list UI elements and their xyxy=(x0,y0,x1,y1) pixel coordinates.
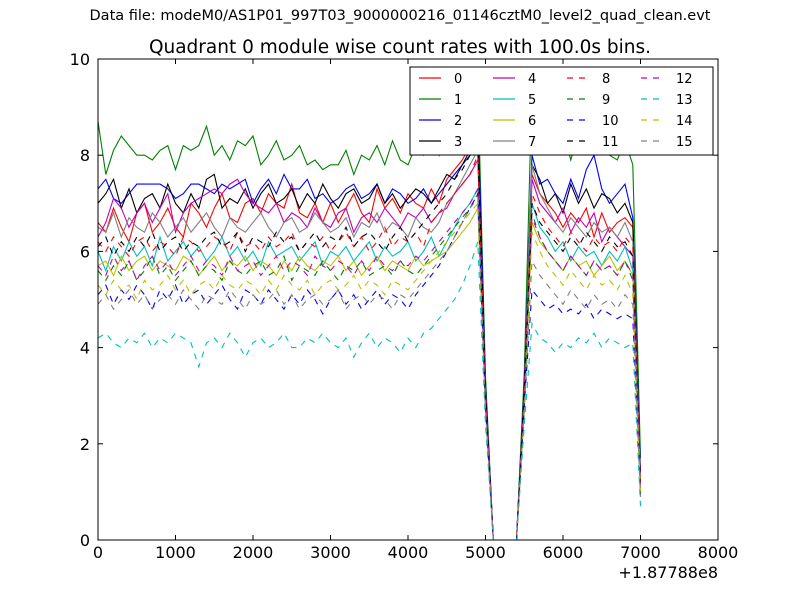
series-4-line xyxy=(98,157,642,540)
x-tick-label: 1000 xyxy=(155,543,196,562)
legend-label-1: 1 xyxy=(454,93,462,108)
x-tick-label: 0 xyxy=(93,543,103,562)
legend-label-11: 11 xyxy=(602,135,619,150)
x-tick-label: 2000 xyxy=(233,543,274,562)
legend-box xyxy=(409,66,714,156)
series-3-line xyxy=(98,139,642,540)
x-tick-label: 3000 xyxy=(310,543,351,562)
series-8-line xyxy=(98,154,642,540)
data-file-suptitle: Data file: modeM0/AS1P01_997T03_90000002… xyxy=(89,8,711,24)
legend-label-10: 10 xyxy=(602,114,619,129)
legend-label-14: 14 xyxy=(676,114,693,129)
series-9-line xyxy=(98,191,642,540)
x-offset-label: +1.87788e8 xyxy=(618,563,718,582)
series-6-line xyxy=(98,206,642,540)
legend-label-13: 13 xyxy=(676,93,693,108)
legend-label-9: 9 xyxy=(602,93,610,108)
x-tick-label: 7000 xyxy=(620,543,661,562)
series-13-line xyxy=(98,241,642,540)
legend-label-0: 0 xyxy=(454,72,462,87)
y-tick-label: 2 xyxy=(80,435,90,454)
series-0-line xyxy=(98,134,642,540)
series-14-line xyxy=(98,201,642,540)
series-7-line xyxy=(98,148,642,540)
x-tick-label: 5000 xyxy=(465,543,506,562)
series-2-line xyxy=(98,111,642,540)
series-11-line xyxy=(98,144,642,540)
y-tick-label: 4 xyxy=(80,339,90,358)
legend-label-5: 5 xyxy=(528,93,536,108)
legend-label-15: 15 xyxy=(676,135,693,150)
legend-label-12: 12 xyxy=(676,72,693,87)
series-5-line xyxy=(98,186,642,540)
series-15-line xyxy=(98,197,642,540)
y-tick-label: 6 xyxy=(80,242,90,261)
x-axis: 0 1000 2000 3000 4000 5000 6000 7000 8000 xyxy=(93,59,738,562)
legend-label-7: 7 xyxy=(528,135,536,150)
x-tick-label: 4000 xyxy=(388,543,429,562)
y-tick-label: 0 xyxy=(80,531,90,550)
x-tick-label: 8000 xyxy=(698,543,739,562)
legend-label-4: 4 xyxy=(528,72,536,87)
legend-label-3: 3 xyxy=(454,135,462,150)
y-tick-label: 10 xyxy=(70,50,90,69)
chart-title: Quadrant 0 module wise count rates with … xyxy=(148,37,652,58)
y-tick-label: 8 xyxy=(80,146,90,165)
x-tick-label: 6000 xyxy=(543,543,584,562)
series-12-line xyxy=(98,186,642,540)
series-10-line xyxy=(98,191,642,540)
legend-label-2: 2 xyxy=(454,114,462,129)
legend-label-6: 6 xyxy=(528,114,536,129)
legend-label-8: 8 xyxy=(602,72,610,87)
